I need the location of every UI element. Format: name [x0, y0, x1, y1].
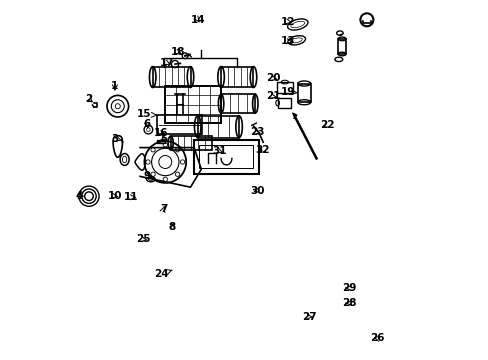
Bar	[157, 115, 202, 134]
Text: 4: 4	[75, 191, 83, 201]
Bar	[170, 136, 212, 150]
Text: 28: 28	[341, 298, 355, 308]
Text: 14: 14	[190, 15, 204, 25]
Bar	[337, 39, 346, 54]
Bar	[221, 67, 253, 87]
Text: 18: 18	[170, 47, 185, 57]
Bar	[157, 140, 165, 143]
Text: 3: 3	[111, 134, 121, 144]
Bar	[221, 94, 255, 113]
Text: 24: 24	[154, 269, 172, 279]
Bar	[194, 140, 258, 174]
Bar	[197, 116, 239, 138]
Text: 22: 22	[319, 120, 334, 130]
Text: 9: 9	[143, 171, 154, 181]
Text: 15: 15	[136, 109, 156, 120]
Text: 6: 6	[143, 119, 151, 129]
Text: 7: 7	[160, 204, 167, 214]
Text: 21: 21	[265, 91, 280, 102]
Text: 25: 25	[136, 234, 150, 244]
Bar	[277, 98, 291, 108]
Bar	[199, 145, 253, 168]
Text: 29: 29	[341, 283, 355, 293]
Text: 5: 5	[160, 134, 167, 144]
Text: 2: 2	[85, 94, 92, 104]
Text: 20: 20	[265, 73, 280, 84]
Text: 27: 27	[302, 312, 316, 322]
Bar	[152, 67, 190, 87]
Text: 8: 8	[168, 222, 176, 232]
Text: 13: 13	[280, 36, 294, 46]
Text: 26: 26	[370, 333, 384, 343]
Text: 11: 11	[123, 192, 138, 202]
Text: 1: 1	[111, 81, 118, 91]
Text: 32: 32	[255, 145, 269, 156]
Text: 12: 12	[280, 17, 294, 27]
Text: 19: 19	[280, 87, 297, 97]
Text: 23: 23	[249, 127, 264, 138]
Text: 30: 30	[249, 186, 264, 196]
Bar	[276, 82, 292, 93]
Text: 10: 10	[107, 191, 122, 201]
Bar	[297, 84, 310, 102]
Bar	[165, 86, 221, 123]
Text: 17: 17	[160, 58, 174, 68]
Text: 31: 31	[212, 146, 226, 156]
Text: 16: 16	[153, 128, 168, 138]
